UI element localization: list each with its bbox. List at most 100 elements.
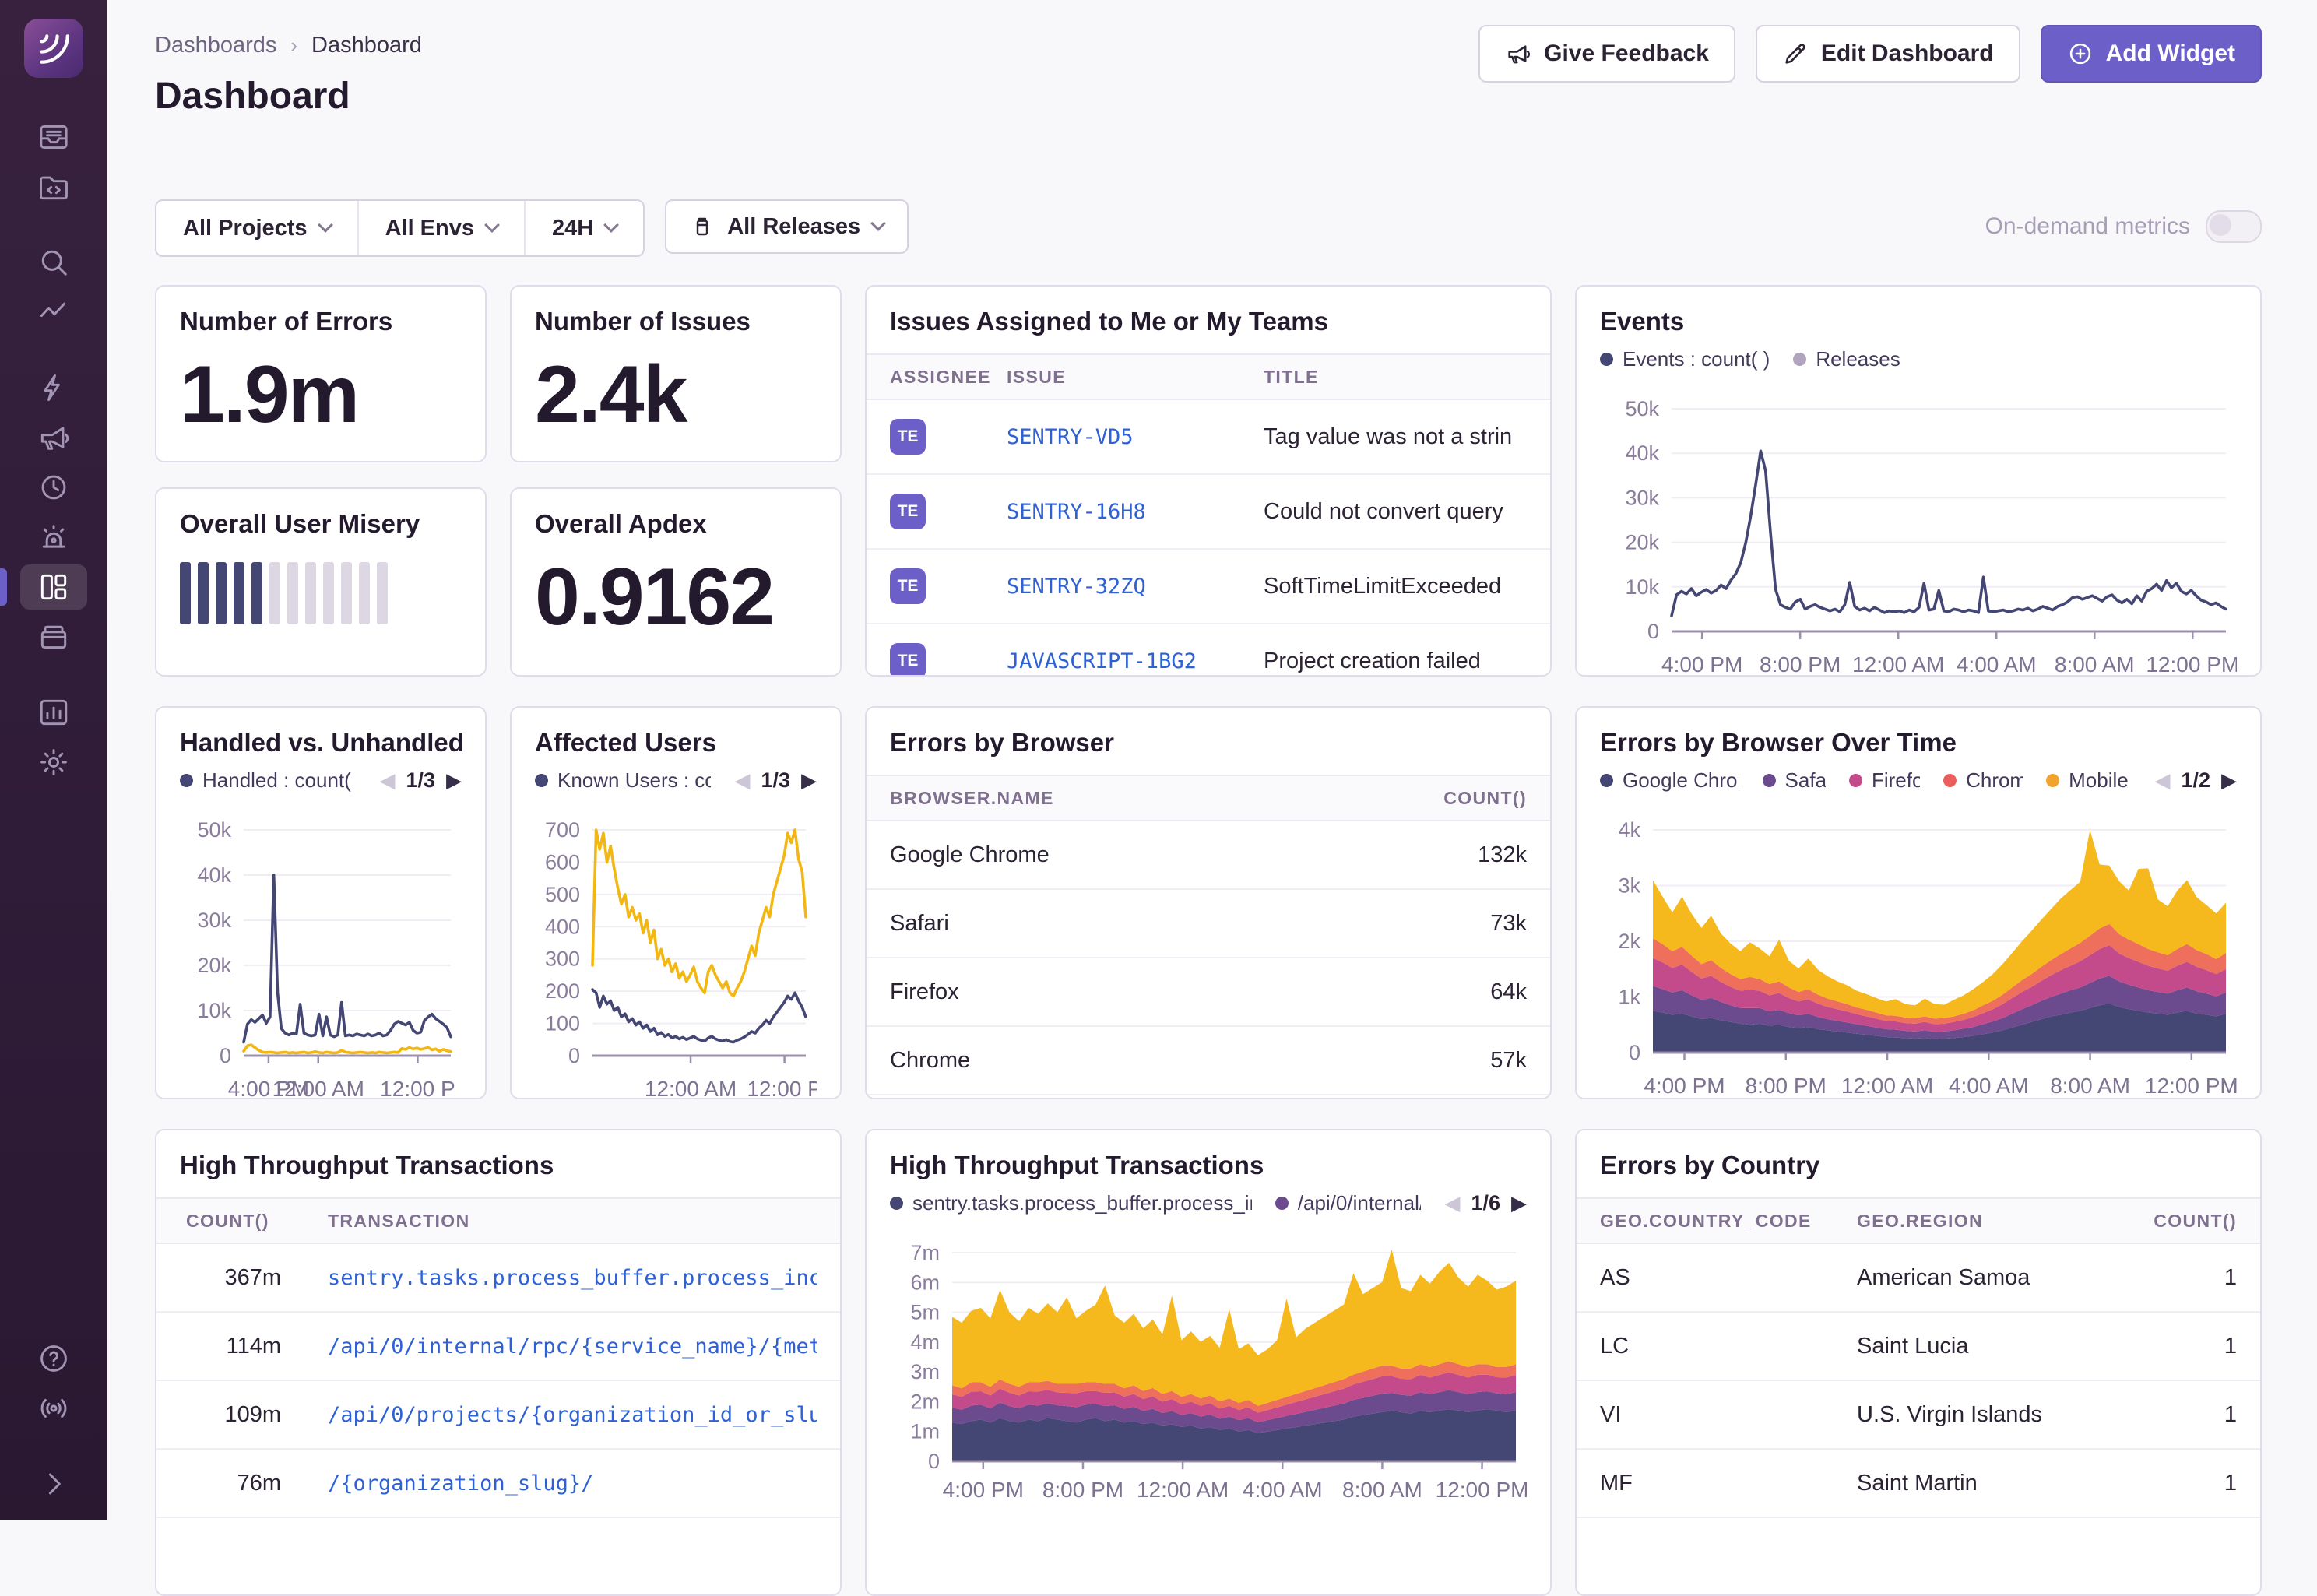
table-row[interactable]: TE SENTRY-16H8 Could not convert query (867, 475, 1550, 550)
table-row[interactable]: Firefox 64k (867, 958, 1550, 1027)
legend-item[interactable]: Handled : count( ) (180, 768, 356, 793)
widget-high-throughput-chart[interactable]: High Throughput Transactions sentry.task… (865, 1129, 1552, 1596)
table-row[interactable]: 114m/api/0/internal/rpc/{service_name}/{… (156, 1313, 840, 1381)
column-header[interactable]: ISSUE (1007, 366, 1066, 387)
widget-high-throughput-table[interactable]: High Throughput Transactions COUNT() TRAN… (155, 1129, 842, 1596)
widget-events[interactable]: Events Events : count( ) Releases 0 10k 20k… (1575, 285, 2262, 677)
column-header[interactable]: COUNT() (186, 1210, 269, 1231)
legend-item[interactable]: Firefox (1848, 768, 1920, 793)
sidebar-item-releases[interactable] (20, 614, 87, 659)
sidebar-item-performance[interactable] (20, 290, 87, 335)
releases-filter[interactable]: All Releases (665, 199, 909, 254)
legend-item[interactable]: sentry.tasks.process_buffer.process_incr (890, 1191, 1252, 1215)
sidebar-item-projects[interactable] (20, 164, 87, 209)
previous-page-icon[interactable]: ◀ (734, 768, 751, 792)
legend-dot-icon (1600, 774, 1613, 787)
column-header[interactable]: ASSIGNEE (890, 366, 991, 387)
table-row[interactable]: TE SENTRY-VD5 Tag value was not a strin (867, 400, 1550, 475)
column-header[interactable]: GEO.REGION (1857, 1210, 1984, 1231)
column-header[interactable]: COUNT() (1443, 787, 1527, 808)
issue-link[interactable]: SENTRY-32ZQ (1007, 574, 1146, 599)
issue-link[interactable]: SENTRY-16H8 (1007, 499, 1146, 524)
date-range-filter[interactable]: 24H (524, 201, 643, 255)
transaction-link[interactable]: /{organization_slug}/ (328, 1471, 594, 1496)
ondemand-metrics-toggle[interactable] (2206, 210, 2262, 243)
transaction-link[interactable]: /api/0/internal/rpc/{service_name}/{meth… (328, 1334, 817, 1359)
page-filter-group: All Projects All Envs 24H (155, 199, 645, 257)
table-row[interactable]: MF Saint Martin 1 (1577, 1450, 2260, 1518)
sidebar-item-whats-new[interactable] (20, 1386, 87, 1431)
table-row[interactable]: LC Saint Lucia 1 (1577, 1313, 2260, 1381)
widget-affected-users[interactable]: Affected Users Known Users : cour ◀ 1/3 ▶ 0… (510, 706, 842, 1099)
add-widget-button[interactable]: Add Widget (2040, 25, 2262, 83)
table-row[interactable]: 367m sentry.tasks.process_buffer.process_… (156, 1244, 840, 1313)
table-row[interactable]: AS American Samoa 1 (1577, 1244, 2260, 1313)
widget-issues-assigned[interactable]: Issues Assigned to Me or My Teams ASSIGN… (865, 285, 1552, 677)
table-row[interactable]: VI U.S. Virgin Islands 1 (1577, 1381, 2260, 1450)
table-row[interactable]: 76m /{organization_slug}/ (156, 1450, 840, 1518)
widget-errors-by-browser-over-time[interactable]: Errors by Browser Over Time Google Chrom… (1575, 706, 2262, 1099)
edit-dashboard-button[interactable]: Edit Dashboard (1755, 25, 2020, 83)
next-page-icon[interactable]: ▶ (2221, 768, 2237, 792)
legend-item[interactable]: Mobile S (2046, 768, 2131, 793)
legend-item[interactable]: Releases (1793, 347, 1900, 371)
table-row[interactable]: 109m/api/0/projects/{organization_id_or_… (156, 1381, 840, 1450)
table-row[interactable]: TE JAVASCRIPT-1BG2 Project creation failed (867, 624, 1550, 675)
legend-item[interactable]: Chrome (1943, 768, 2023, 793)
previous-page-icon[interactable]: ◀ (379, 768, 396, 792)
table-row[interactable]: TE SENTRY-32ZQ SoftTimeLimitExceeded (867, 550, 1550, 624)
legend-item[interactable]: Events : count( ) (1600, 347, 1770, 371)
legend-item[interactable]: Known Users : cour (535, 768, 711, 793)
sidebar-item-help[interactable] (20, 1336, 87, 1381)
column-header[interactable]: COUNT() (2154, 1210, 2237, 1231)
column-header[interactable]: BROWSER.NAME (890, 787, 1054, 808)
svg-text:8:00 AM: 8:00 AM (2050, 1074, 2130, 1098)
errors-by-browser-table: BROWSER.NAME COUNT() Google Chrome 132k Safa… (867, 775, 1550, 1098)
widget-user-misery[interactable]: Overall User Misery (155, 487, 487, 677)
column-header[interactable]: TITLE (1264, 366, 1319, 387)
breadcrumb-dashboards-link[interactable]: Dashboards (155, 33, 277, 58)
table-row[interactable]: Google Chrome 132k (867, 821, 1550, 890)
environment-filter[interactable]: All Envs (357, 201, 524, 255)
legend-item[interactable]: Safari (1762, 768, 1826, 793)
issue-link[interactable]: JAVASCRIPT-1BG2 (1007, 649, 1197, 673)
project-filter[interactable]: All Projects (156, 201, 357, 255)
sentry-logo-icon[interactable] (24, 19, 83, 78)
sidebar-item-issues[interactable] (20, 114, 87, 160)
legend-item[interactable]: /api/0/internal/r (1275, 1191, 1421, 1215)
sidebar-item-explore[interactable] (20, 240, 87, 285)
next-page-icon[interactable]: ▶ (446, 768, 462, 792)
sidebar-item-stats[interactable] (20, 690, 87, 735)
next-page-icon[interactable]: ▶ (1511, 1191, 1527, 1215)
widget-apdex[interactable]: Overall Apdex 0.9162 (510, 487, 842, 677)
sidebar-item-replays[interactable] (20, 465, 87, 510)
sidebar-item-dashboards[interactable] (0, 564, 87, 610)
transaction-link[interactable]: sentry.tasks.process_buffer.process_incr (328, 1265, 817, 1290)
sidebar-item-feedback[interactable] (20, 415, 87, 460)
svg-text:100: 100 (545, 1012, 580, 1035)
sidebar-item-collapse[interactable] (20, 1461, 87, 1506)
table-row[interactable]: Mobile Safari39k (867, 1095, 1550, 1098)
give-feedback-button[interactable]: Give Feedback (1478, 25, 1735, 83)
sidebar-item-settings[interactable] (20, 740, 87, 785)
previous-page-icon[interactable]: ◀ (2154, 768, 2171, 792)
issue-link[interactable]: SENTRY-VD5 (1007, 424, 1134, 449)
table-row[interactable]: Safari 73k (867, 890, 1550, 958)
sidebar-item-alerts[interactable] (20, 515, 87, 560)
widget-errors-by-browser[interactable]: Errors by Browser BROWSER.NAME COUNT() Goo… (865, 706, 1552, 1099)
widget-number-of-errors[interactable]: Number of Errors 1.9m (155, 285, 487, 462)
clock-icon (41, 475, 66, 500)
column-header[interactable]: TRANSACTION (328, 1210, 470, 1231)
legend-dot-icon (1793, 353, 1807, 366)
next-page-icon[interactable]: ▶ (801, 768, 817, 792)
svg-text:12:00 PM: 12:00 PM (1436, 1478, 1527, 1502)
widget-number-of-issues[interactable]: Number of Issues 2.4k (510, 285, 842, 462)
transaction-link[interactable]: /api/0/projects/{organization_id_or_slug… (328, 1402, 817, 1427)
widget-handled-vs-unhandled[interactable]: Handled vs. Unhandled Handled : count( )… (155, 706, 487, 1099)
sidebar-item-insights[interactable] (20, 365, 87, 410)
widget-errors-by-country[interactable]: Errors by Country GEO.COUNTRY_CODE GEO.RE… (1575, 1129, 2262, 1596)
legend-item[interactable]: Google Chrome (1600, 768, 1739, 793)
previous-page-icon[interactable]: ◀ (1444, 1191, 1461, 1215)
table-row[interactable]: Chrome 57k (867, 1027, 1550, 1095)
column-header[interactable]: GEO.COUNTRY_CODE (1600, 1210, 1812, 1231)
